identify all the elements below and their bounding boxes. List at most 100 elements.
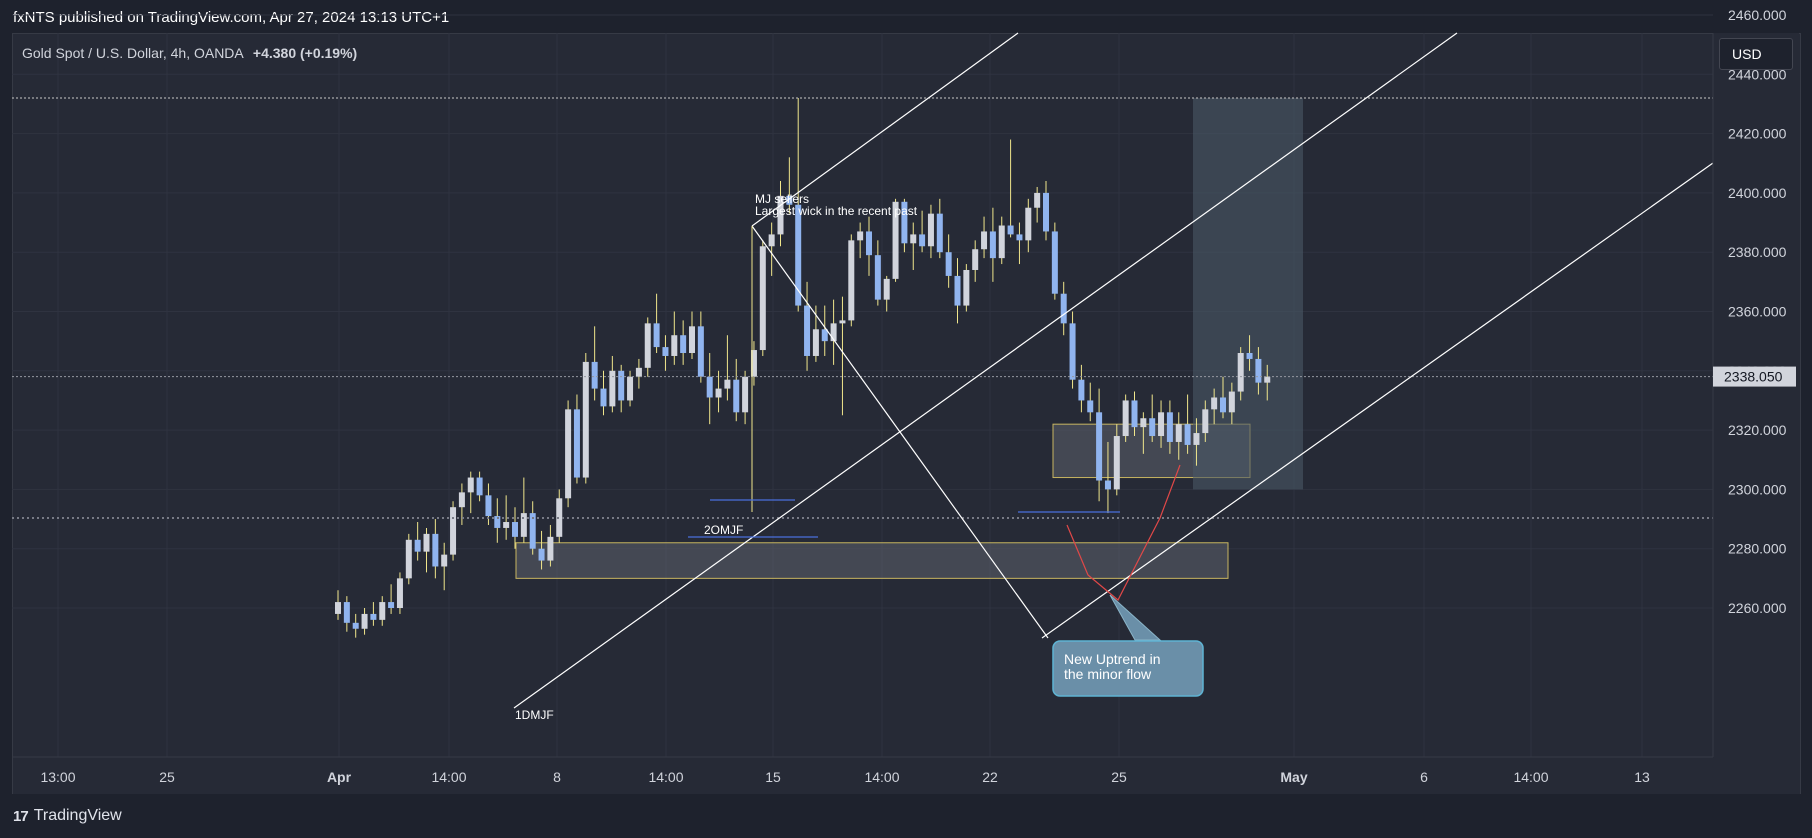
candle-body [512,522,518,537]
candle-body [1113,436,1120,490]
candle-body [936,213,943,253]
candle-body [1034,192,1041,208]
candle-body [565,409,572,499]
candle-body [573,409,580,478]
candle-body [1007,225,1014,235]
callout-box [1052,640,1204,697]
candle-body [1158,412,1165,437]
candle-body [1043,192,1049,232]
candle-body [591,361,598,389]
time-tick-label: 22 [982,769,998,785]
candle-body [600,388,607,407]
candle-body [343,602,350,623]
candle-body [830,323,837,342]
time-tick-label: Apr [327,769,352,785]
candle-body [450,507,457,555]
candle-body [1175,424,1182,442]
candle-body [786,195,793,205]
tradingview-logo-icon: 17 [13,807,29,825]
time-tick-label: 25 [159,769,175,785]
candle-body [1166,412,1173,442]
symbol-name: Gold Spot / U.S. Dollar, 4h, OANDA [22,45,243,61]
candle-body [405,539,412,579]
candle-body [777,195,784,235]
candle-body [529,513,536,549]
time-tick-label: 14:00 [648,769,683,785]
candle-body [388,602,395,608]
candle-body [335,602,341,614]
publish-text: fxNTS published on TradingView.com, Apr … [13,9,450,26]
candle-body [423,533,430,552]
candle-body [618,370,625,401]
time-tick-label: 14:00 [1513,769,1548,785]
candle-body [485,495,492,517]
candle-body [467,477,474,493]
price-zone [1193,98,1303,490]
candle-body [627,376,634,401]
price-tick-label: 2320.000 [1728,422,1787,438]
price-axis: 2260.0002280.0002300.0002320.0002340.000… [1712,7,1799,757]
candle-body [963,269,970,306]
annotation-label: Largest wick in the recent past [755,204,918,218]
candle-body [724,379,731,389]
candle-body [1096,412,1103,481]
chart-frame[interactable] [12,33,1801,796]
current-price-label: 2338.050 [1724,369,1783,385]
candle-body [458,492,465,508]
candle-body [414,539,421,552]
time-tick-label: 15 [765,769,781,785]
current-price-tag [1713,366,1796,387]
candle-body [927,213,934,247]
zones [515,98,1303,579]
callout-pointer [1109,594,1162,641]
tradingview-brand[interactable]: 17 TradingView [13,807,122,825]
candle-body [582,361,589,478]
candle-body [1184,424,1191,445]
publish-bar: fxNTS published on TradingView.com, Apr … [0,0,1812,33]
drawings [12,32,1714,709]
candle-body [866,231,872,256]
candle-body [1051,231,1058,294]
candle-body [1122,400,1129,437]
candle-body [848,240,855,321]
symbol-legend[interactable]: Gold Spot / U.S. Dollar, 4h, OANDA +4.38… [22,45,357,61]
time-tick-label: 14:00 [431,769,466,785]
candle-body [1025,207,1032,241]
candle-body [901,201,908,244]
time-tick-label: 14:00 [864,769,899,785]
time-tick-label: 13 [1634,769,1650,785]
candle-body [981,231,988,250]
candle-body [821,329,828,342]
candle-body [1131,400,1138,428]
candle-body [662,347,669,356]
candle-body [653,323,660,348]
candle-body [795,204,802,306]
candle-body [812,329,819,356]
time-tick-label: 13:00 [40,769,75,785]
price-axis-bg [1713,33,1799,757]
currency-button[interactable]: USD [1719,38,1793,70]
candle-body [644,323,651,368]
grid [12,14,1713,757]
candle-body [910,234,917,244]
candle-body [1104,480,1111,490]
candle-body [919,234,926,247]
candle-body [839,320,846,324]
candle-body [1255,358,1262,383]
candle-body [396,578,403,608]
time-tick-label: 8 [553,769,561,785]
candle-body [1193,433,1200,445]
candle-body [1069,323,1076,380]
candle-body [750,350,757,377]
time-axis: 13:00 25 Apr 14:00 8 14:00 15 14:00 22 25 May 6 14:0… [12,756,1713,785]
candle-body [538,548,545,561]
candle-body [1237,353,1244,392]
candle-body [1220,397,1226,413]
candle-body [857,231,864,241]
candle-body [689,326,695,354]
channel-upper-line [751,32,1019,227]
price-tick-label: 2400.000 [1728,185,1787,201]
candle-body [1060,293,1067,324]
